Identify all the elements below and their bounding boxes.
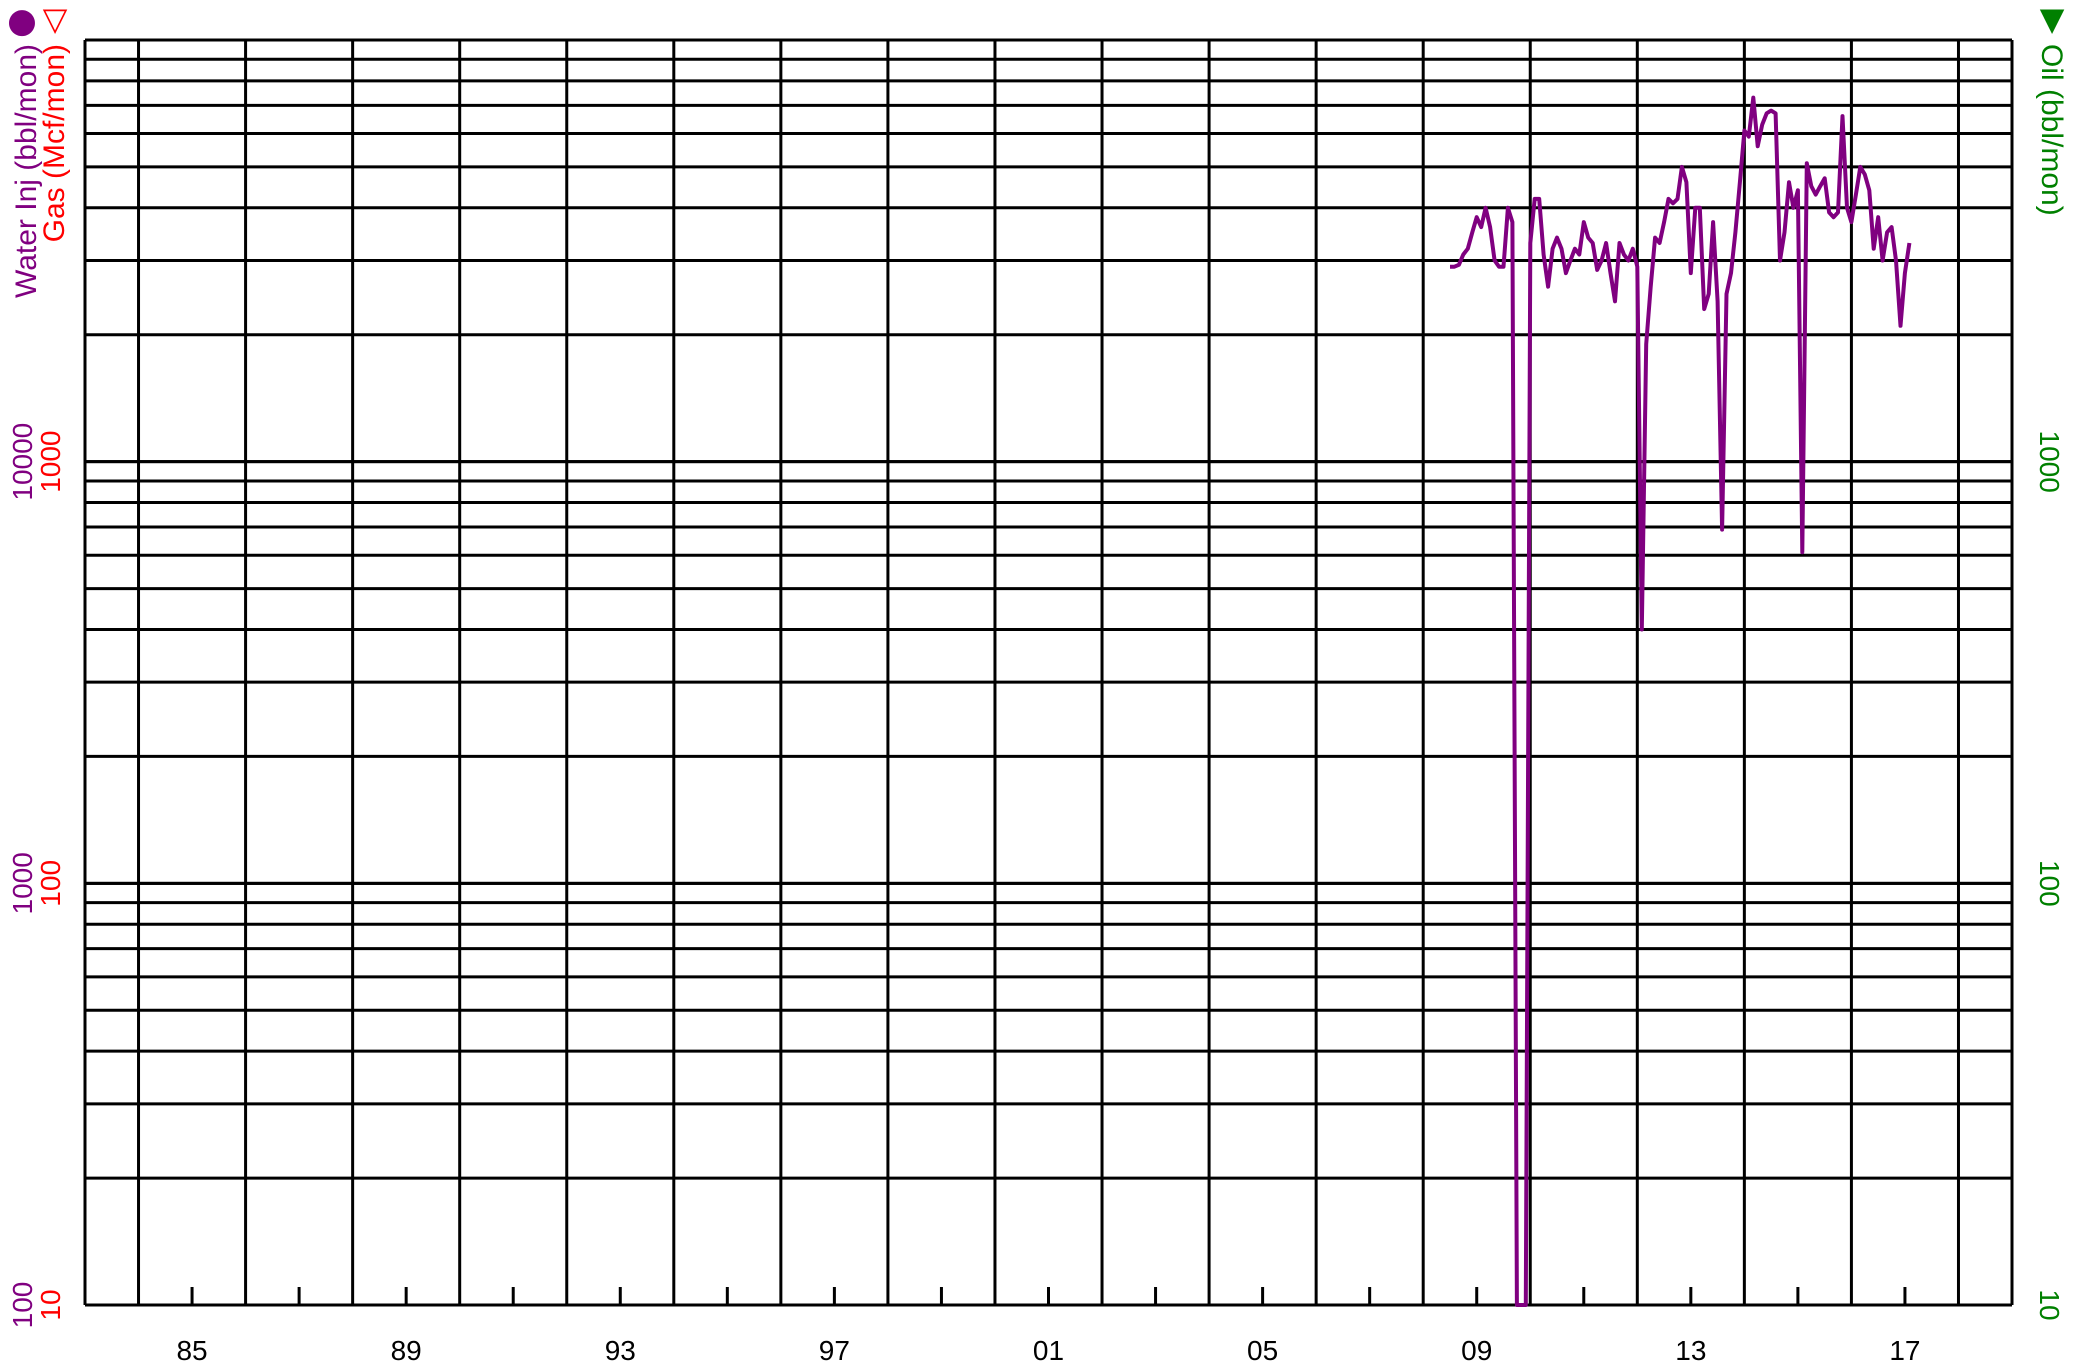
- oil-tick-label: 1000: [2034, 431, 2065, 493]
- oil-tick-label: 10: [2034, 1289, 2065, 1320]
- gas-tick-label: 10: [35, 1289, 66, 1320]
- x-tick-label: 13: [1675, 1335, 1706, 1363]
- x-axis-ticks: [83, 1287, 2014, 1305]
- series-layer: [1449, 95, 1912, 1307]
- water-inj-axis-title: Water Inj (bbl/mon): [10, 44, 43, 298]
- water-inj-tick-label: 100: [7, 1282, 38, 1329]
- x-tick-label: 05: [1247, 1335, 1278, 1363]
- oil-marker-icon: ▼: [2040, 0, 2065, 38]
- axis-titles: Water Inj (bbl/mon)Gas (Mcf/mon) Oil (bbl…: [7, 0, 2068, 298]
- water-inj-tick-label: 1000: [7, 852, 38, 914]
- x-tick-label: 89: [391, 1335, 422, 1363]
- x-tick-label: 01: [1033, 1335, 1064, 1363]
- x-tick-label: 09: [1461, 1335, 1492, 1363]
- gas-tick-label: 1000: [35, 431, 66, 493]
- x-tick-label: 85: [176, 1335, 207, 1363]
- gas-marker-icon: ▽: [43, 0, 68, 38]
- oil-tick-label: 100: [2034, 860, 2065, 907]
- x-tick-label: 93: [605, 1335, 636, 1363]
- gas-tick-label: 100: [35, 860, 66, 907]
- water-inj-tick-label: 10000: [7, 423, 38, 501]
- x-tick-label: 17: [1889, 1335, 1920, 1363]
- minor-gridlines: [85, 38, 2012, 1307]
- x-tick-label: 97: [819, 1335, 850, 1363]
- oil-axis-title: Oil (bbl/mon): [2035, 44, 2068, 216]
- gas-axis-title: Gas (Mcf/mon): [38, 44, 71, 242]
- water-inj-series-line: [1450, 95, 1912, 1307]
- major-gridlines: [83, 38, 2014, 1307]
- water-inj-marker-icon: ●: [7, 1, 37, 41]
- x-axis-tick-labels: 85 89 93 97 01 05 09 13 17: [176, 1335, 1920, 1363]
- right-axis-tick-labels: 10 100 1000: [2034, 431, 2065, 1321]
